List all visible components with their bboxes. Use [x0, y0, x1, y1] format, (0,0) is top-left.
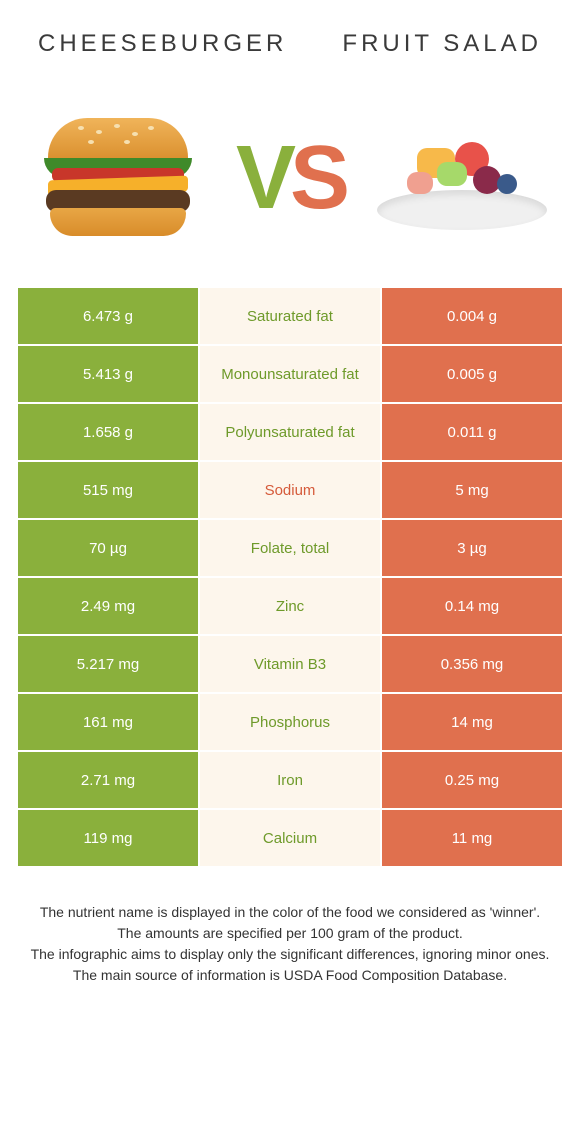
- right-value: 0.25 mg: [382, 752, 562, 808]
- vs-letter-s: S: [290, 128, 344, 228]
- footnote-line: The main source of information is USDA F…: [28, 965, 552, 986]
- table-row: 6.473 gSaturated fat0.004 g: [18, 288, 562, 344]
- hero-row: VS: [18, 78, 562, 288]
- right-food-title: FRUIT SALAD: [342, 30, 542, 58]
- right-value: 11 mg: [382, 810, 562, 866]
- nutrient-label: Phosphorus: [200, 694, 380, 750]
- vs-letter-v: V: [236, 128, 290, 228]
- left-food-title: CHEESEBURGER: [38, 30, 287, 58]
- fruit-salad-image: [372, 108, 552, 248]
- nutrient-label: Folate, total: [200, 520, 380, 576]
- right-value: 5 mg: [382, 462, 562, 518]
- vs-icon: VS: [236, 127, 344, 230]
- left-value: 6.473 g: [18, 288, 198, 344]
- left-value: 515 mg: [18, 462, 198, 518]
- right-value: 3 µg: [382, 520, 562, 576]
- right-value: 0.356 mg: [382, 636, 562, 692]
- right-value: 0.011 g: [382, 404, 562, 460]
- footnote-line: The nutrient name is displayed in the co…: [28, 902, 552, 923]
- nutrient-label: Calcium: [200, 810, 380, 866]
- nutrient-label: Polyunsaturated fat: [200, 404, 380, 460]
- right-value: 0.14 mg: [382, 578, 562, 634]
- table-row: 119 mgCalcium11 mg: [18, 810, 562, 866]
- table-row: 2.71 mgIron0.25 mg: [18, 752, 562, 808]
- left-value: 2.71 mg: [18, 752, 198, 808]
- left-value: 2.49 mg: [18, 578, 198, 634]
- nutrient-label: Sodium: [200, 462, 380, 518]
- table-row: 515 mgSodium5 mg: [18, 462, 562, 518]
- cheeseburger-image: [28, 108, 208, 248]
- left-value: 161 mg: [18, 694, 198, 750]
- footnote-line: The amounts are specified per 100 gram o…: [28, 923, 552, 944]
- right-value: 0.005 g: [382, 346, 562, 402]
- table-row: 70 µgFolate, total3 µg: [18, 520, 562, 576]
- table-row: 1.658 gPolyunsaturated fat0.011 g: [18, 404, 562, 460]
- table-row: 161 mgPhosphorus14 mg: [18, 694, 562, 750]
- nutrient-label: Saturated fat: [200, 288, 380, 344]
- header: CHEESEBURGER FRUIT SALAD: [18, 30, 562, 78]
- left-value: 119 mg: [18, 810, 198, 866]
- left-value: 70 µg: [18, 520, 198, 576]
- nutrient-label: Iron: [200, 752, 380, 808]
- footnote: The nutrient name is displayed in the co…: [18, 902, 562, 986]
- left-value: 5.413 g: [18, 346, 198, 402]
- left-value: 5.217 mg: [18, 636, 198, 692]
- nutrient-label: Zinc: [200, 578, 380, 634]
- table-row: 2.49 mgZinc0.14 mg: [18, 578, 562, 634]
- table-row: 5.217 mgVitamin B30.356 mg: [18, 636, 562, 692]
- nutrient-label: Monounsaturated fat: [200, 346, 380, 402]
- left-value: 1.658 g: [18, 404, 198, 460]
- footnote-line: The infographic aims to display only the…: [28, 944, 552, 965]
- comparison-table: 6.473 gSaturated fat0.004 g5.413 gMonoun…: [18, 288, 562, 866]
- right-value: 0.004 g: [382, 288, 562, 344]
- table-row: 5.413 gMonounsaturated fat0.005 g: [18, 346, 562, 402]
- nutrient-label: Vitamin B3: [200, 636, 380, 692]
- right-value: 14 mg: [382, 694, 562, 750]
